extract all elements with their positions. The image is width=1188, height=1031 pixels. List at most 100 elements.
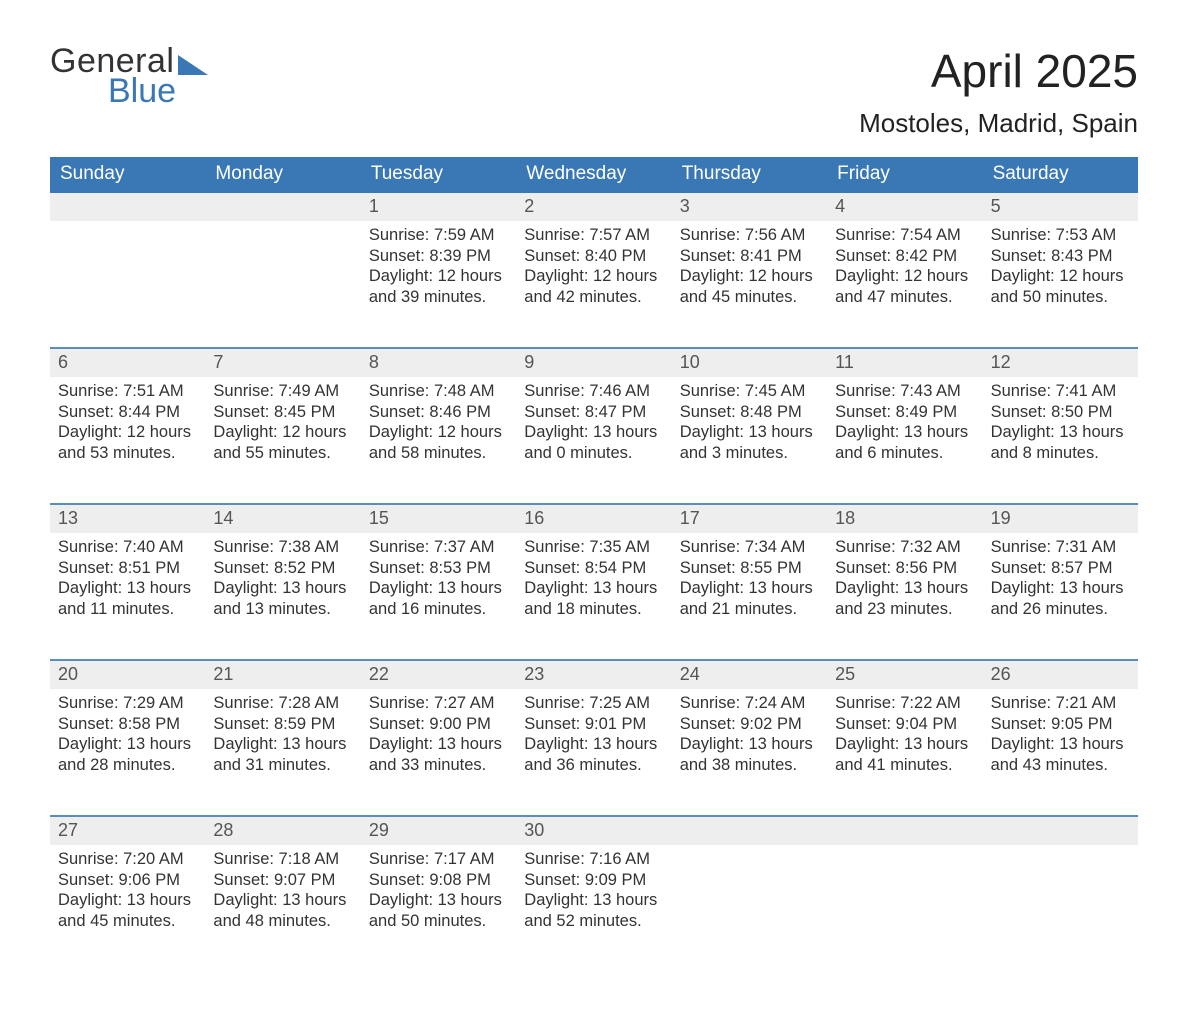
day-details: Sunrise: 7:18 AMSunset: 9:07 PMDaylight:… — [205, 845, 360, 961]
weekday-header: Sunday — [50, 157, 205, 193]
page-title: April 2025 — [859, 44, 1138, 98]
details-row: Sunrise: 7:59 AMSunset: 8:39 PMDaylight:… — [50, 221, 1138, 337]
weekday-header: Monday — [205, 157, 360, 193]
daynum-row: 20212223242526 — [50, 661, 1138, 689]
day-details: Sunrise: 7:22 AMSunset: 9:04 PMDaylight:… — [827, 689, 982, 805]
day-number: 21 — [205, 661, 360, 689]
day-details: Sunrise: 7:41 AMSunset: 8:50 PMDaylight:… — [983, 377, 1138, 493]
day-number: 9 — [516, 349, 671, 377]
daynum-row: 6789101112 — [50, 349, 1138, 377]
day-details: Sunrise: 7:16 AMSunset: 9:09 PMDaylight:… — [516, 845, 671, 961]
day-number: 2 — [516, 193, 671, 221]
day-number: 4 — [827, 193, 982, 221]
day-details: Sunrise: 7:40 AMSunset: 8:51 PMDaylight:… — [50, 533, 205, 649]
day-number: 20 — [50, 661, 205, 689]
weekday-header: Wednesday — [516, 157, 671, 193]
page-header: General Blue April 2025 Mostoles, Madrid… — [50, 44, 1138, 139]
day-number: 19 — [983, 505, 1138, 533]
week-row: 20212223242526Sunrise: 7:29 AMSunset: 8:… — [50, 659, 1138, 815]
brand-logo: General Blue — [50, 44, 208, 108]
day-details: Sunrise: 7:21 AMSunset: 9:05 PMDaylight:… — [983, 689, 1138, 805]
day-details: Sunrise: 7:59 AMSunset: 8:39 PMDaylight:… — [361, 221, 516, 337]
details-row: Sunrise: 7:51 AMSunset: 8:44 PMDaylight:… — [50, 377, 1138, 493]
day-number: 13 — [50, 505, 205, 533]
day-details: Sunrise: 7:29 AMSunset: 8:58 PMDaylight:… — [50, 689, 205, 805]
day-details — [983, 845, 1138, 961]
day-details: Sunrise: 7:43 AMSunset: 8:49 PMDaylight:… — [827, 377, 982, 493]
page-subtitle: Mostoles, Madrid, Spain — [859, 108, 1138, 139]
weekday-header: Thursday — [672, 157, 827, 193]
day-number — [827, 817, 982, 845]
day-details: Sunrise: 7:31 AMSunset: 8:57 PMDaylight:… — [983, 533, 1138, 649]
week-row: 27282930Sunrise: 7:20 AMSunset: 9:06 PMD… — [50, 815, 1138, 971]
day-number: 24 — [672, 661, 827, 689]
day-number: 25 — [827, 661, 982, 689]
day-details: Sunrise: 7:34 AMSunset: 8:55 PMDaylight:… — [672, 533, 827, 649]
daynum-row: 12345 — [50, 193, 1138, 221]
week-row: 12345Sunrise: 7:59 AMSunset: 8:39 PMDayl… — [50, 193, 1138, 347]
day-details — [672, 845, 827, 961]
day-number: 5 — [983, 193, 1138, 221]
day-details: Sunrise: 7:57 AMSunset: 8:40 PMDaylight:… — [516, 221, 671, 337]
day-number: 29 — [361, 817, 516, 845]
day-number: 15 — [361, 505, 516, 533]
weekday-header: Saturday — [983, 157, 1138, 193]
weekday-header: Tuesday — [361, 157, 516, 193]
day-details: Sunrise: 7:38 AMSunset: 8:52 PMDaylight:… — [205, 533, 360, 649]
day-details: Sunrise: 7:53 AMSunset: 8:43 PMDaylight:… — [983, 221, 1138, 337]
day-details: Sunrise: 7:28 AMSunset: 8:59 PMDaylight:… — [205, 689, 360, 805]
details-row: Sunrise: 7:20 AMSunset: 9:06 PMDaylight:… — [50, 845, 1138, 961]
day-details: Sunrise: 7:32 AMSunset: 8:56 PMDaylight:… — [827, 533, 982, 649]
day-details — [50, 221, 205, 337]
day-details: Sunrise: 7:27 AMSunset: 9:00 PMDaylight:… — [361, 689, 516, 805]
weekday-header-row: SundayMondayTuesdayWednesdayThursdayFrid… — [50, 157, 1138, 193]
day-details: Sunrise: 7:54 AMSunset: 8:42 PMDaylight:… — [827, 221, 982, 337]
day-number — [672, 817, 827, 845]
day-details — [827, 845, 982, 961]
day-details: Sunrise: 7:25 AMSunset: 9:01 PMDaylight:… — [516, 689, 671, 805]
day-number: 8 — [361, 349, 516, 377]
day-number: 11 — [827, 349, 982, 377]
weeks-container: 12345Sunrise: 7:59 AMSunset: 8:39 PMDayl… — [50, 193, 1138, 971]
day-number — [205, 193, 360, 221]
week-row: 13141516171819Sunrise: 7:40 AMSunset: 8:… — [50, 503, 1138, 659]
calendar: SundayMondayTuesdayWednesdayThursdayFrid… — [50, 157, 1138, 971]
details-row: Sunrise: 7:29 AMSunset: 8:58 PMDaylight:… — [50, 689, 1138, 805]
day-number: 17 — [672, 505, 827, 533]
day-number: 3 — [672, 193, 827, 221]
weekday-header: Friday — [827, 157, 982, 193]
day-number: 27 — [50, 817, 205, 845]
week-row: 6789101112Sunrise: 7:51 AMSunset: 8:44 P… — [50, 347, 1138, 503]
day-number: 28 — [205, 817, 360, 845]
day-number: 30 — [516, 817, 671, 845]
details-row: Sunrise: 7:40 AMSunset: 8:51 PMDaylight:… — [50, 533, 1138, 649]
day-details: Sunrise: 7:35 AMSunset: 8:54 PMDaylight:… — [516, 533, 671, 649]
day-details: Sunrise: 7:24 AMSunset: 9:02 PMDaylight:… — [672, 689, 827, 805]
day-number: 26 — [983, 661, 1138, 689]
day-number: 12 — [983, 349, 1138, 377]
day-details: Sunrise: 7:37 AMSunset: 8:53 PMDaylight:… — [361, 533, 516, 649]
daynum-row: 13141516171819 — [50, 505, 1138, 533]
day-details: Sunrise: 7:51 AMSunset: 8:44 PMDaylight:… — [50, 377, 205, 493]
day-number: 7 — [205, 349, 360, 377]
day-details — [205, 221, 360, 337]
day-number — [983, 817, 1138, 845]
day-number: 10 — [672, 349, 827, 377]
logo-triangle-icon — [178, 55, 208, 75]
day-details: Sunrise: 7:48 AMSunset: 8:46 PMDaylight:… — [361, 377, 516, 493]
day-number: 1 — [361, 193, 516, 221]
daynum-row: 27282930 — [50, 817, 1138, 845]
title-block: April 2025 Mostoles, Madrid, Spain — [859, 44, 1138, 139]
day-number — [50, 193, 205, 221]
day-details: Sunrise: 7:56 AMSunset: 8:41 PMDaylight:… — [672, 221, 827, 337]
day-number: 22 — [361, 661, 516, 689]
day-details: Sunrise: 7:17 AMSunset: 9:08 PMDaylight:… — [361, 845, 516, 961]
day-number: 23 — [516, 661, 671, 689]
day-details: Sunrise: 7:49 AMSunset: 8:45 PMDaylight:… — [205, 377, 360, 493]
day-details: Sunrise: 7:20 AMSunset: 9:06 PMDaylight:… — [50, 845, 205, 961]
day-number: 18 — [827, 505, 982, 533]
day-details: Sunrise: 7:46 AMSunset: 8:47 PMDaylight:… — [516, 377, 671, 493]
day-number: 16 — [516, 505, 671, 533]
day-details: Sunrise: 7:45 AMSunset: 8:48 PMDaylight:… — [672, 377, 827, 493]
day-number: 6 — [50, 349, 205, 377]
